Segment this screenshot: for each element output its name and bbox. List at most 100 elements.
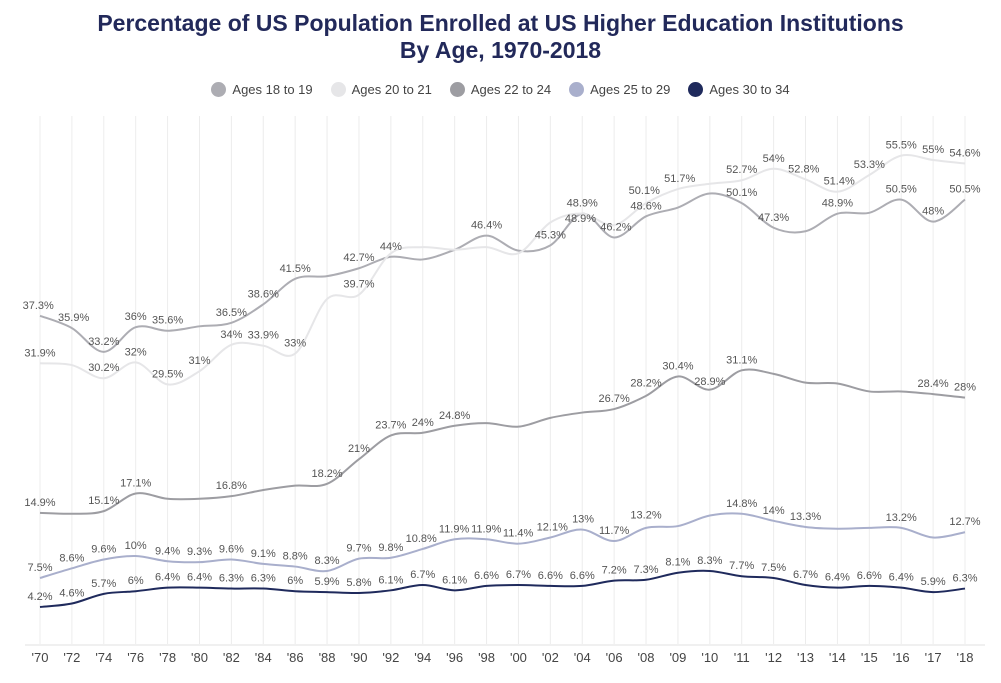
data-label: 6.3%: [219, 573, 244, 585]
legend-marker-icon: [688, 82, 704, 97]
data-label: 12.7%: [949, 516, 980, 528]
data-label: 9.6%: [219, 544, 244, 556]
x-tick-label: '86: [287, 650, 304, 665]
data-label: 10%: [125, 540, 147, 552]
data-label: 16.8%: [216, 480, 247, 492]
data-label: 13.2%: [630, 510, 661, 522]
data-label: 28%: [954, 382, 976, 394]
data-label: 6.7%: [793, 569, 818, 581]
x-tick-label: '02: [542, 650, 559, 665]
data-label: 31.9%: [24, 347, 55, 359]
data-label: 41.5%: [280, 263, 311, 275]
data-label: 12.1%: [537, 522, 568, 534]
data-label: 55.5%: [886, 140, 917, 152]
data-label: 35.6%: [152, 315, 183, 327]
data-label: 34%: [220, 329, 242, 341]
data-label: 10.8%: [406, 533, 437, 545]
x-tick-label: '84: [255, 650, 272, 665]
x-tick-label: '13: [797, 650, 814, 665]
data-label: 31.1%: [726, 354, 757, 366]
data-label: 24.8%: [439, 410, 470, 422]
data-label: 45.3%: [535, 229, 566, 241]
legend-label: Ages 18 to 19: [232, 82, 313, 97]
data-label: 47.3%: [758, 212, 789, 224]
data-label: 30.4%: [662, 360, 693, 372]
data-label: 28.4%: [918, 378, 949, 390]
data-label: 50.1%: [726, 187, 757, 199]
data-label: 7.5%: [27, 562, 52, 574]
data-label: 26.7%: [599, 393, 630, 405]
x-tick-label: '08: [638, 650, 655, 665]
data-label: 44%: [380, 241, 402, 253]
data-label: 50.1%: [629, 185, 660, 197]
data-label: 33.2%: [88, 336, 119, 348]
data-label: 9.1%: [251, 548, 276, 560]
x-tick-label: '92: [382, 650, 399, 665]
x-tick-label: '16: [893, 650, 910, 665]
data-label: 52.7%: [726, 164, 757, 176]
data-label: 46.2%: [600, 221, 631, 233]
data-label: 8.3%: [697, 555, 722, 567]
x-tick-label: '90: [350, 650, 367, 665]
data-label: 48.9%: [565, 213, 596, 225]
legend-label: Ages 20 to 21: [351, 82, 432, 97]
legend-item[interactable]: Ages 25 to 29: [569, 82, 670, 97]
x-tick-label: '10: [701, 650, 718, 665]
data-label: 39.7%: [343, 279, 374, 291]
data-label: 50.5%: [886, 184, 917, 196]
data-label: 7.7%: [729, 560, 754, 572]
data-label: 4.2%: [27, 591, 52, 603]
data-label: 23.7%: [375, 419, 406, 431]
data-label: 4.6%: [59, 588, 84, 600]
data-label: 7.3%: [633, 564, 658, 576]
series-line-2: [39, 368, 966, 515]
x-tick-label: '94: [414, 650, 431, 665]
legend-marker-icon: [330, 82, 346, 97]
x-tick-label: '12: [765, 650, 782, 665]
x-tick-label: '76: [127, 650, 144, 665]
data-label: 8.8%: [283, 551, 308, 563]
data-label: 17.1%: [120, 478, 151, 490]
legend-item[interactable]: Ages 20 to 21: [330, 82, 432, 97]
data-label: 33%: [284, 338, 306, 350]
data-label: 6.7%: [410, 569, 435, 581]
data-label: 28.2%: [630, 378, 661, 390]
x-tick-label: '82: [223, 650, 240, 665]
x-tick-label: '11: [734, 650, 750, 665]
data-label: 5.8%: [346, 577, 371, 589]
legend-item[interactable]: Ages 18 to 19: [211, 82, 313, 97]
x-tick-label: '88: [319, 650, 336, 665]
data-label: 6.1%: [442, 574, 467, 586]
data-label: 6.1%: [378, 574, 403, 586]
x-tick-label: '17: [925, 650, 942, 665]
data-label: 48.6%: [630, 200, 661, 212]
legend-marker-icon: [449, 82, 465, 97]
legend-marker-icon: [569, 82, 585, 97]
legend: Ages 18 to 19 Ages 20 to 21 Ages 22 to 2…: [0, 82, 1001, 97]
data-label: 6.4%: [825, 572, 850, 584]
series-line-0: [39, 192, 966, 353]
chart-subtitle: By Age, 1970-2018: [399, 37, 602, 63]
series-line-1: [39, 154, 966, 386]
data-label: 14%: [763, 505, 785, 517]
x-tick-label: '04: [574, 650, 591, 665]
data-label: 8.6%: [59, 552, 84, 564]
data-label: 51.4%: [824, 176, 855, 188]
data-label: 52.8%: [788, 163, 819, 175]
legend-item[interactable]: Ages 30 to 34: [688, 82, 790, 97]
data-label: 11.4%: [503, 528, 534, 540]
data-label: 53.3%: [854, 159, 885, 171]
data-label: 6.6%: [474, 570, 499, 582]
data-label: 35.9%: [58, 312, 89, 324]
data-label: 9.8%: [378, 542, 403, 554]
legend-label: Ages 22 to 24: [470, 82, 552, 97]
data-label: 48%: [922, 206, 944, 218]
data-label: 24%: [412, 417, 434, 429]
data-label: 54.6%: [949, 148, 980, 160]
data-label: 28.9%: [694, 376, 725, 388]
data-label: 9.6%: [91, 544, 116, 556]
data-label: 54%: [763, 153, 785, 165]
x-tick-label: '98: [478, 650, 495, 665]
legend-item[interactable]: Ages 22 to 24: [449, 82, 552, 97]
